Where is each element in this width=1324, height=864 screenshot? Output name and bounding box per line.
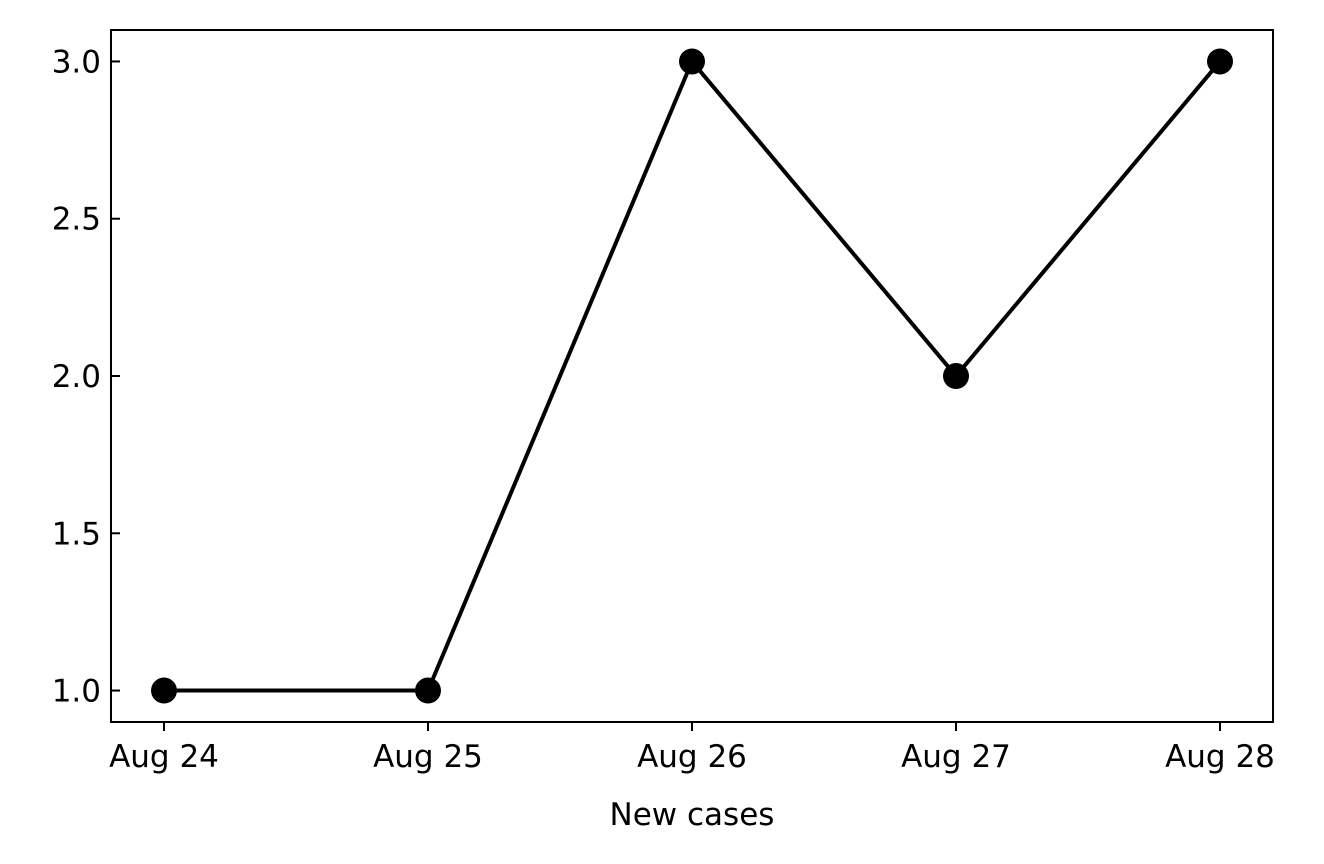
x-tick-label: Aug 24 (109, 739, 219, 775)
x-tick-label: Aug 27 (901, 739, 1011, 775)
y-axis: 1.0 1.5 2.0 2.5 3.0 (52, 44, 120, 710)
x-tick-label: Aug 28 (1165, 739, 1275, 775)
x-tick-label: Aug 25 (373, 739, 483, 775)
x-tick-label: Aug 26 (637, 739, 747, 775)
data-point (943, 363, 969, 389)
data-point (415, 677, 441, 704)
series-points (151, 48, 1233, 704)
data-point (1207, 48, 1233, 75)
y-tick-label: 3.0 (52, 44, 101, 80)
plot-frame (110, 29, 1274, 723)
data-point (679, 48, 705, 75)
x-axis: Aug 24 Aug 25 Aug 26 Aug 27 Aug 28 (109, 722, 1275, 775)
data-point (151, 677, 177, 704)
y-tick-label: 1.0 (52, 674, 101, 710)
y-tick-label: 2.0 (52, 359, 101, 395)
series-line (164, 57, 1222, 693)
x-axis-title: New cases (610, 797, 775, 833)
y-tick-label: 1.5 (52, 516, 101, 552)
y-tick-label: 2.5 (52, 202, 101, 238)
